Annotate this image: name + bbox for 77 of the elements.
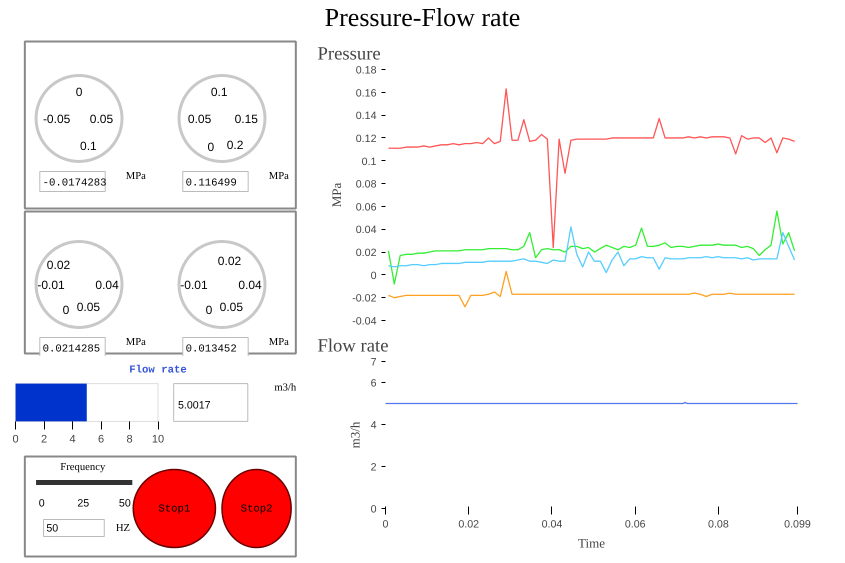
- x-tick-label: 0: [382, 518, 389, 530]
- text: 0.2: [226, 138, 244, 152]
- text: 50: [46, 522, 58, 534]
- x-axis-title: Time: [578, 536, 606, 550]
- y-tick-label: 6: [370, 378, 377, 390]
- text: 0: [207, 140, 214, 154]
- x-tick-label: 4: [69, 434, 76, 446]
- text: 5.0017: [178, 400, 211, 412]
- text: 0.1: [210, 85, 228, 99]
- x-tick-label: 0: [12, 434, 19, 446]
- y-tick-label: 0.06: [356, 201, 377, 214]
- line-series: [388, 270, 796, 308]
- chart-title: Flow rate: [318, 336, 388, 356]
- line-series: [388, 88, 796, 248]
- chart-title: Pressure: [318, 44, 381, 64]
- y-tick-label: 0.04: [356, 224, 377, 236]
- text: 0.04: [238, 278, 262, 292]
- line-series: [388, 210, 796, 285]
- text: Stop2: [240, 504, 273, 516]
- y-tick-label: 0.18: [356, 64, 377, 76]
- y-tick-label: 0.08: [356, 178, 377, 191]
- text: Stop1: [158, 504, 190, 516]
- y-tick-label: -0.02: [352, 292, 377, 305]
- text: 0.05: [188, 112, 212, 126]
- y-tick-label: 2: [370, 462, 377, 474]
- y-tick-label: 7: [370, 356, 377, 368]
- text: 0.0214285: [42, 344, 100, 356]
- x-tick-label: 8: [126, 434, 133, 446]
- text: 0.116499: [186, 178, 237, 190]
- y-tick-label: 0.02: [356, 247, 377, 260]
- text: 0.02: [218, 254, 242, 268]
- text: 0.15: [234, 112, 258, 126]
- x-tick-label: 0.02: [458, 518, 480, 530]
- text: 0: [206, 303, 213, 317]
- x-tick-label: 0.06: [624, 518, 646, 530]
- text: -0.0174283: [42, 178, 107, 190]
- text: -0.01: [37, 278, 66, 292]
- text: 25: [77, 498, 90, 510]
- text: -0.05: [42, 112, 71, 126]
- text: 0.05: [220, 300, 244, 314]
- text: Frequency: [60, 462, 106, 473]
- y-axis-title: m3/h: [348, 421, 363, 448]
- text: MPa: [268, 337, 290, 348]
- y-tick-label: -0.04: [352, 316, 377, 328]
- y-tick-label: 0.16: [356, 87, 377, 100]
- text: HZ: [116, 523, 130, 534]
- text: 0: [62, 303, 70, 317]
- y-axis-title: MPa: [329, 182, 344, 208]
- text: 0.05: [76, 300, 100, 314]
- x-tick-label: 0.04: [542, 518, 562, 530]
- text: MPa: [126, 337, 146, 348]
- y-tick-label: 0.12: [356, 132, 377, 145]
- text: 50: [118, 498, 131, 510]
- text: 0.1: [80, 139, 98, 153]
- y-tick-label: 0: [370, 270, 377, 282]
- text: 0: [76, 85, 83, 99]
- text: m3/h: [274, 382, 297, 394]
- y-tick-label: 0.1: [362, 156, 377, 168]
- text: MPa: [268, 171, 290, 182]
- x-tick-label: 10: [152, 434, 164, 446]
- chart-title: Flow rate: [129, 364, 187, 376]
- text: MPa: [126, 171, 146, 182]
- y-tick-label: 0.14: [356, 110, 377, 122]
- text: 0: [38, 498, 45, 510]
- x-tick-label: 6: [98, 434, 104, 446]
- text: 0.013452: [186, 344, 237, 356]
- line-series: [388, 226, 796, 274]
- x-tick-label: 2: [40, 434, 48, 446]
- text: 0.05: [90, 112, 114, 126]
- y-tick-label: 4: [370, 420, 377, 432]
- text: 0.04: [95, 278, 120, 292]
- text: 0.02: [46, 258, 70, 272]
- x-tick-label: 0.08: [708, 518, 729, 530]
- y-tick-label: 0: [370, 504, 377, 516]
- text: -0.01: [180, 278, 208, 292]
- x-tick-label: 0.099: [784, 518, 811, 530]
- text: Pressure-Flow rate: [324, 2, 520, 34]
